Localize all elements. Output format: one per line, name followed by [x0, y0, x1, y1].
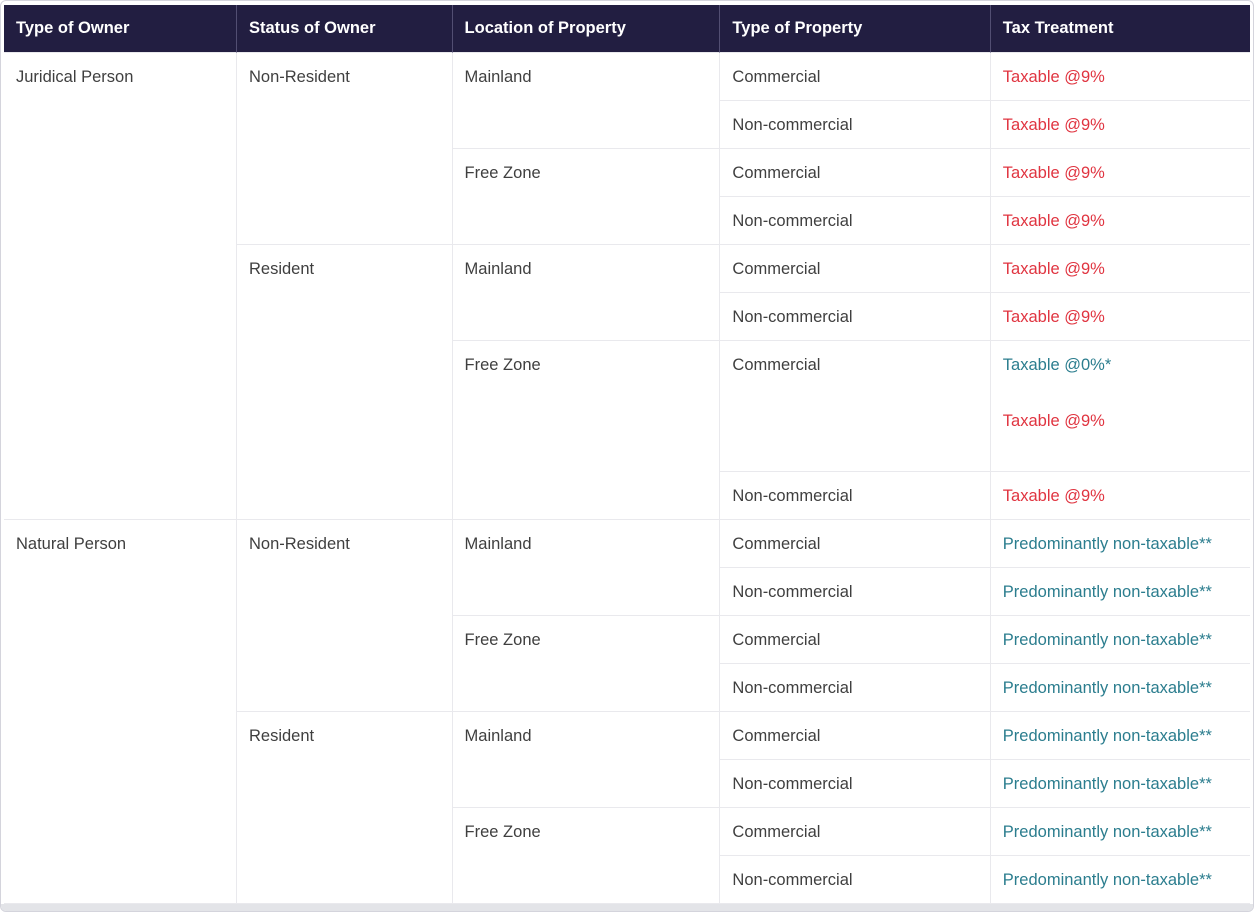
status-cell: Resident	[237, 245, 453, 520]
treatment-cell: Predominantly non-taxable**	[990, 520, 1250, 568]
property-cell: Non-commercial	[720, 856, 991, 904]
treatment-cell: Taxable @9%	[990, 101, 1250, 149]
status-cell: Resident	[237, 712, 453, 904]
table-row: Non-commercial Predominantly non-taxable…	[4, 664, 1250, 712]
location-cell: Free Zone	[452, 808, 721, 904]
property-cell: Commercial	[720, 520, 991, 568]
location-cell: Mainland	[452, 53, 721, 149]
property-cell: Commercial	[720, 341, 991, 472]
status-cell: Non-Resident	[237, 520, 453, 712]
treatment-cell: Predominantly non-taxable**	[990, 712, 1250, 760]
treatment-cell: Predominantly non-taxable**	[990, 616, 1250, 664]
treatment-cell: Taxable @9%	[990, 245, 1250, 293]
treatment-text: Taxable @0%*	[1002, 356, 1112, 374]
table-body: Juridical Person Non-Resident Mainland C…	[4, 53, 1250, 904]
location-cell: Mainland	[452, 245, 721, 341]
table-header: Type of Owner Status of Owner Location o…	[4, 5, 1250, 53]
property-cell: Commercial	[720, 53, 991, 101]
treatment-cell: Taxable @9%	[990, 293, 1250, 341]
treatment-cell: Predominantly non-taxable**	[990, 568, 1250, 616]
property-cell: Non-commercial	[720, 664, 991, 712]
property-cell: Non-commercial	[720, 472, 991, 520]
property-cell: Non-commercial	[720, 101, 991, 149]
treatment-cell: Predominantly non-taxable**	[990, 664, 1250, 712]
treatment-cell: Predominantly non-taxable**	[990, 760, 1250, 808]
table-row: Non-commercial Taxable @9%	[4, 197, 1250, 245]
table-row: Non-commercial Taxable @9%	[4, 293, 1250, 341]
treatment-cell: Predominantly non-taxable**	[990, 856, 1250, 904]
property-cell: Commercial	[720, 149, 991, 197]
treatment-cell: Taxable @9%	[990, 472, 1250, 520]
location-cell: Free Zone	[452, 341, 721, 520]
location-cell: Mainland	[452, 520, 721, 616]
status-cell: Non-Resident	[237, 53, 453, 245]
col-header-location-of-property: Location of Property	[452, 5, 721, 53]
table-row: Non-commercial Predominantly non-taxable…	[4, 856, 1250, 904]
table-row: Non-commercial Taxable @9%	[4, 101, 1250, 149]
table-row: Juridical Person Non-Resident Mainland C…	[4, 53, 1250, 520]
owner-cell: Natural Person	[4, 520, 237, 904]
table-row: Resident Mainland Commercial Predominant…	[4, 712, 1250, 904]
treatment-cell: Taxable @0%* Taxable @9%	[990, 341, 1250, 472]
property-cell: Commercial	[720, 808, 991, 856]
table-row: Free Zone Commercial Predominantly non-t…	[4, 808, 1250, 904]
property-cell: Commercial	[720, 616, 991, 664]
treatment-cell: Taxable @9%	[990, 53, 1250, 101]
treatment-cell: Taxable @9%	[990, 149, 1250, 197]
property-cell: Non-commercial	[720, 568, 991, 616]
location-cell: Mainland	[452, 712, 721, 808]
location-cell: Free Zone	[452, 616, 721, 712]
table-row: Non-commercial Predominantly non-taxable…	[4, 568, 1250, 616]
header-row: Type of Owner Status of Owner Location o…	[4, 5, 1250, 53]
treatment-cell: Taxable @9%	[990, 197, 1250, 245]
owner-cell: Juridical Person	[4, 53, 237, 520]
bottom-strip	[1, 904, 1253, 911]
table-row: Non-commercial Taxable @9%	[4, 472, 1250, 520]
property-cell: Commercial	[720, 245, 991, 293]
col-header-type-of-owner: Type of Owner	[4, 5, 237, 53]
property-cell: Non-commercial	[720, 197, 991, 245]
tax-treatment-table: Type of Owner Status of Owner Location o…	[4, 5, 1250, 904]
table-row: Free Zone Commercial Predominantly non-t…	[4, 616, 1250, 712]
table-row: Resident Mainland Commercial Taxable @9%	[4, 245, 1250, 520]
table-row: Free Zone Commercial Taxable @9%	[4, 149, 1250, 245]
table-row: Non-commercial Predominantly non-taxable…	[4, 760, 1250, 808]
col-header-tax-treatment: Tax Treatment	[990, 5, 1250, 53]
treatment-text: Taxable @9%	[1002, 412, 1105, 431]
property-cell: Commercial	[720, 712, 991, 760]
table-row: Free Zone Commercial Taxable @0%* Taxabl…	[4, 341, 1250, 520]
col-header-status-of-owner: Status of Owner	[237, 5, 453, 53]
treatment-cell: Predominantly non-taxable**	[990, 808, 1250, 856]
property-cell: Non-commercial	[720, 293, 991, 341]
col-header-type-of-property: Type of Property	[720, 5, 991, 53]
location-cell: Free Zone	[452, 149, 721, 245]
property-cell: Non-commercial	[720, 760, 991, 808]
table-row: Natural Person Non-Resident Mainland Com…	[4, 520, 1250, 904]
